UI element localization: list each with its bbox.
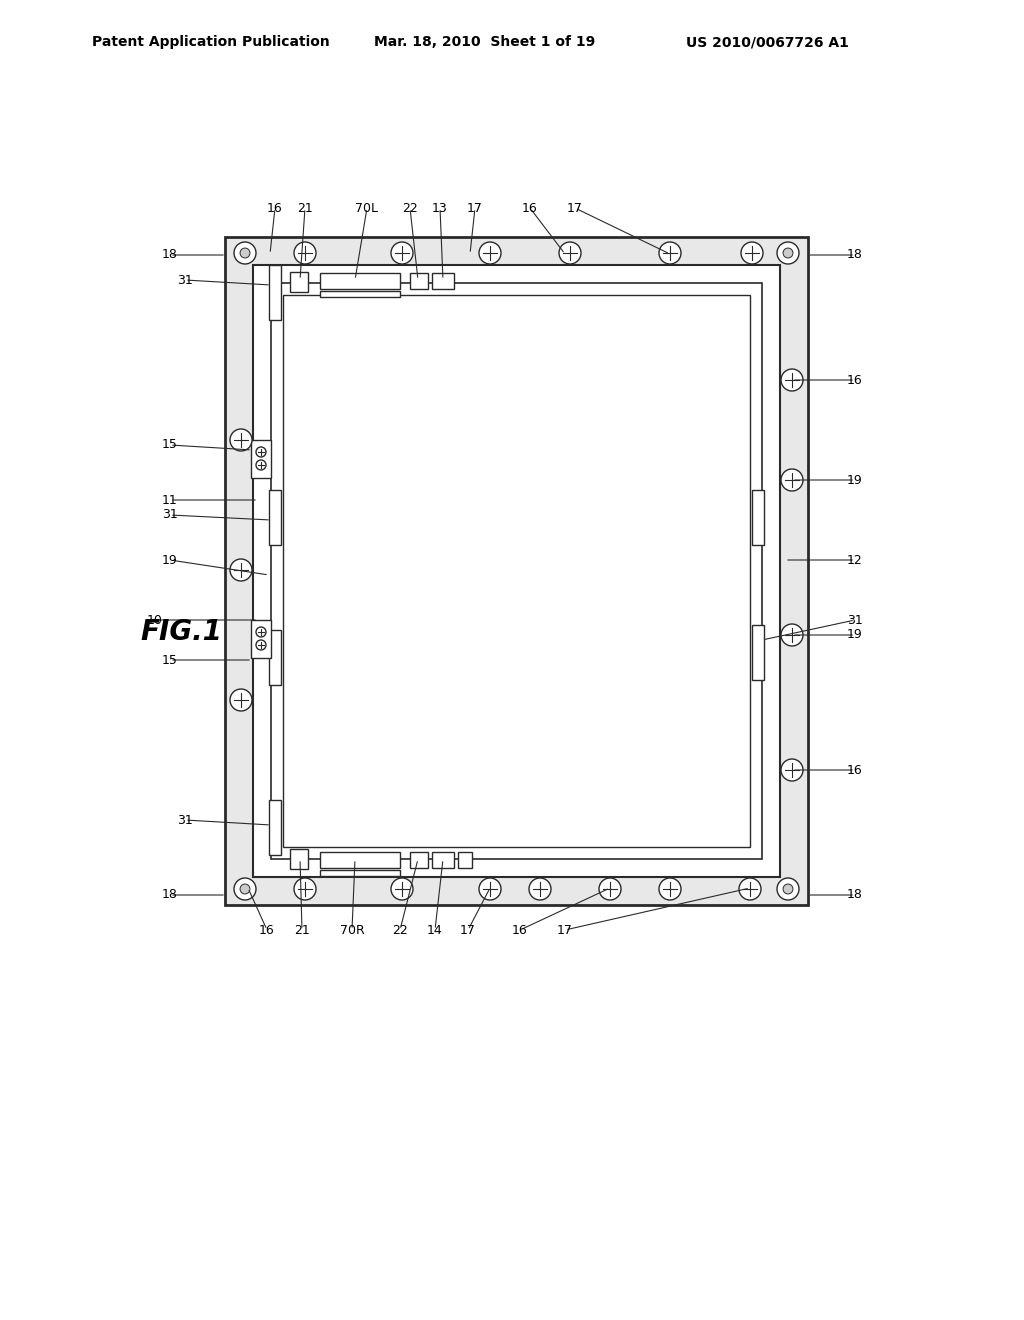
Circle shape	[599, 878, 621, 900]
Circle shape	[783, 248, 793, 257]
Text: 17: 17	[567, 202, 583, 214]
Text: 31: 31	[177, 273, 193, 286]
Circle shape	[391, 878, 413, 900]
Bar	[271, 282, 762, 859]
Text: 22: 22	[402, 202, 418, 214]
Circle shape	[391, 242, 413, 264]
Text: 19: 19	[162, 553, 178, 566]
Text: 16: 16	[512, 924, 528, 936]
Circle shape	[256, 627, 266, 638]
Circle shape	[777, 242, 799, 264]
Circle shape	[240, 248, 250, 257]
Text: 17: 17	[460, 924, 476, 936]
Bar	[410, 273, 428, 289]
Circle shape	[781, 469, 803, 491]
Circle shape	[230, 689, 252, 711]
Circle shape	[777, 878, 799, 900]
Text: 16: 16	[259, 924, 274, 936]
Text: 16: 16	[847, 763, 863, 776]
Text: 16: 16	[267, 202, 283, 214]
Text: 13: 13	[432, 202, 447, 214]
Circle shape	[781, 759, 803, 781]
Text: 31: 31	[847, 614, 863, 627]
Text: US 2010/0067726 A1: US 2010/0067726 A1	[686, 36, 849, 49]
Bar	[251, 440, 271, 478]
Text: Mar. 18, 2010  Sheet 1 of 19: Mar. 18, 2010 Sheet 1 of 19	[374, 36, 595, 49]
Circle shape	[479, 242, 501, 264]
Text: 16: 16	[847, 374, 863, 387]
Text: 18: 18	[162, 248, 178, 261]
Bar	[319, 273, 400, 289]
Text: 19: 19	[847, 474, 863, 487]
Text: 12: 12	[847, 553, 863, 566]
Text: 18: 18	[847, 248, 863, 261]
Text: 16: 16	[522, 202, 538, 214]
Text: 10: 10	[147, 614, 163, 627]
Bar	[269, 490, 281, 545]
Bar	[458, 851, 472, 869]
Circle shape	[256, 640, 266, 649]
Text: 17: 17	[467, 202, 483, 214]
Text: 15: 15	[162, 653, 178, 667]
Text: 21: 21	[297, 202, 313, 214]
Bar	[432, 273, 454, 289]
Circle shape	[240, 884, 250, 894]
Text: 11: 11	[162, 494, 178, 507]
Bar	[319, 851, 400, 869]
Circle shape	[559, 242, 581, 264]
Text: FIG.1: FIG.1	[140, 618, 222, 645]
Bar	[269, 630, 281, 685]
Bar	[319, 290, 400, 297]
Bar	[253, 265, 780, 876]
Text: 17: 17	[557, 924, 573, 936]
Circle shape	[659, 242, 681, 264]
Bar	[283, 294, 750, 847]
Circle shape	[230, 558, 252, 581]
Circle shape	[234, 878, 256, 900]
Circle shape	[529, 878, 551, 900]
Text: Patent Application Publication: Patent Application Publication	[92, 36, 330, 49]
Circle shape	[234, 242, 256, 264]
Text: 21: 21	[294, 924, 310, 936]
Circle shape	[256, 459, 266, 470]
Text: 31: 31	[177, 813, 193, 826]
Bar	[752, 490, 764, 545]
Bar	[290, 849, 308, 869]
Text: 15: 15	[162, 438, 178, 451]
Circle shape	[479, 878, 501, 900]
Bar	[251, 620, 271, 657]
Circle shape	[783, 884, 793, 894]
Bar	[432, 851, 454, 869]
Bar	[225, 238, 808, 906]
Circle shape	[659, 878, 681, 900]
Text: 31: 31	[162, 508, 178, 521]
Text: 70L: 70L	[355, 202, 379, 214]
Circle shape	[230, 429, 252, 451]
Bar	[290, 272, 308, 292]
Text: 22: 22	[392, 924, 408, 936]
Bar	[410, 851, 428, 869]
Bar	[319, 870, 400, 876]
Bar	[752, 624, 764, 680]
Circle shape	[741, 242, 763, 264]
Circle shape	[294, 242, 316, 264]
Circle shape	[294, 878, 316, 900]
Text: 18: 18	[847, 888, 863, 902]
Bar	[269, 800, 281, 855]
Circle shape	[739, 878, 761, 900]
Circle shape	[781, 624, 803, 645]
Text: 70R: 70R	[340, 924, 365, 936]
Circle shape	[781, 370, 803, 391]
Text: 14: 14	[427, 924, 442, 936]
Circle shape	[256, 447, 266, 457]
Bar	[269, 265, 281, 319]
Text: 19: 19	[847, 628, 863, 642]
Text: 18: 18	[162, 888, 178, 902]
